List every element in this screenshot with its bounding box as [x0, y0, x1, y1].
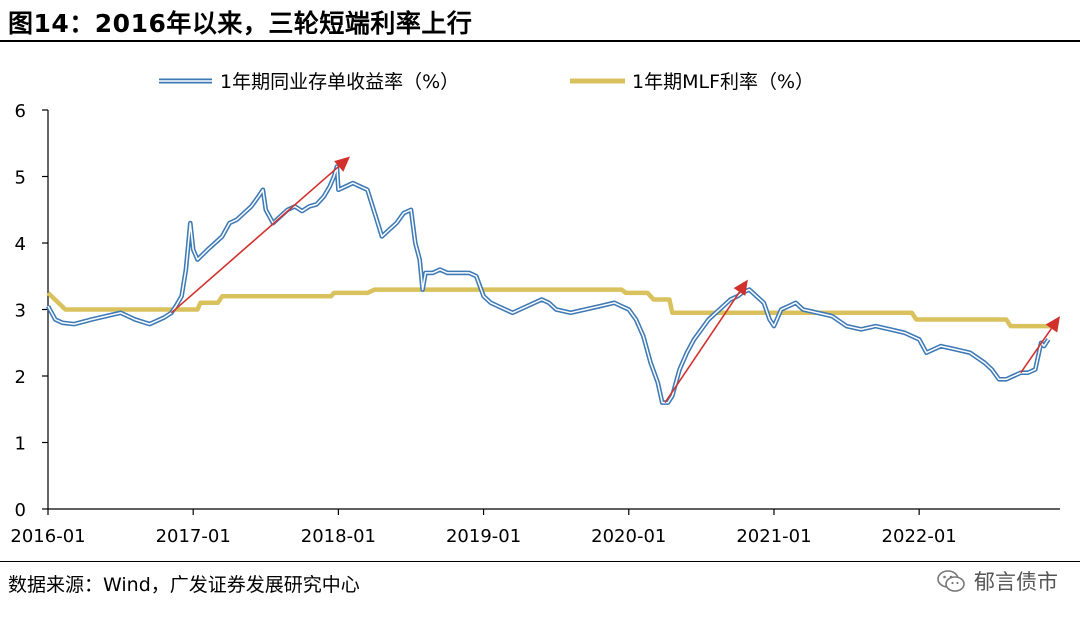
x-tick-label: 2021-01 — [736, 526, 811, 547]
trend-arrow-head — [733, 279, 748, 296]
x-tick-label: 2019-01 — [446, 526, 521, 547]
watermark: 郁言债市 — [936, 566, 1058, 596]
source-note: 数据来源：Wind，广发证券发展研究中心 — [8, 574, 360, 596]
wechat-icon — [937, 570, 965, 592]
y-tick-label: 5 — [15, 168, 26, 189]
legend-ncd-label: 1年期同业存单收益率（%） — [220, 71, 459, 93]
trend-arrow-line — [170, 165, 340, 314]
figure-title: 图14：2016年以来，三轮短端利率上行 — [8, 9, 473, 38]
series-layer — [45, 164, 1058, 405]
x-tick-label: 2022-01 — [882, 526, 957, 547]
watermark-text: 郁言债市 — [974, 570, 1058, 594]
x-tick-label: 2017-01 — [156, 526, 231, 547]
arrow-layer — [170, 156, 1060, 404]
series-line-ncd — [45, 164, 1051, 405]
x-tick-label: 2020-01 — [591, 526, 666, 547]
title-divider — [0, 40, 1080, 42]
series-line-ncd-core — [47, 165, 1050, 404]
y-tick-label: 1 — [15, 434, 26, 455]
trend-arrow-line — [664, 291, 741, 404]
y-tick-label: 0 — [15, 500, 26, 521]
y-tick-label: 2 — [15, 367, 26, 388]
y-tick-label: 4 — [15, 234, 26, 255]
x-tick-label: 2018-01 — [301, 526, 376, 547]
footer-divider — [0, 561, 1080, 562]
y-tick-label: 6 — [15, 101, 26, 122]
trend-arrow-head — [1045, 316, 1060, 333]
legend-mlf-label: 1年期MLF利率（%） — [632, 71, 814, 93]
chart-legend: 1年期同业存单收益率（%） 1年期MLF利率（%） — [159, 71, 814, 93]
chart-axes: 0 1 2 3 4 5 6 2016-01 2017-01 2018-01 2019-01 2020-… — [10, 101, 1060, 547]
series-line-mlf — [46, 287, 1058, 329]
y-tick-label: 3 — [15, 301, 26, 322]
trend-arrow-head — [334, 156, 351, 172]
line-chart: 1年期同业存单收益率（%） 1年期MLF利率（%） 0 1 2 3 4 5 6 2016-01… — [10, 71, 1060, 547]
trend-arrow-line — [1020, 328, 1053, 374]
x-tick-label: 2016-01 — [10, 526, 85, 547]
